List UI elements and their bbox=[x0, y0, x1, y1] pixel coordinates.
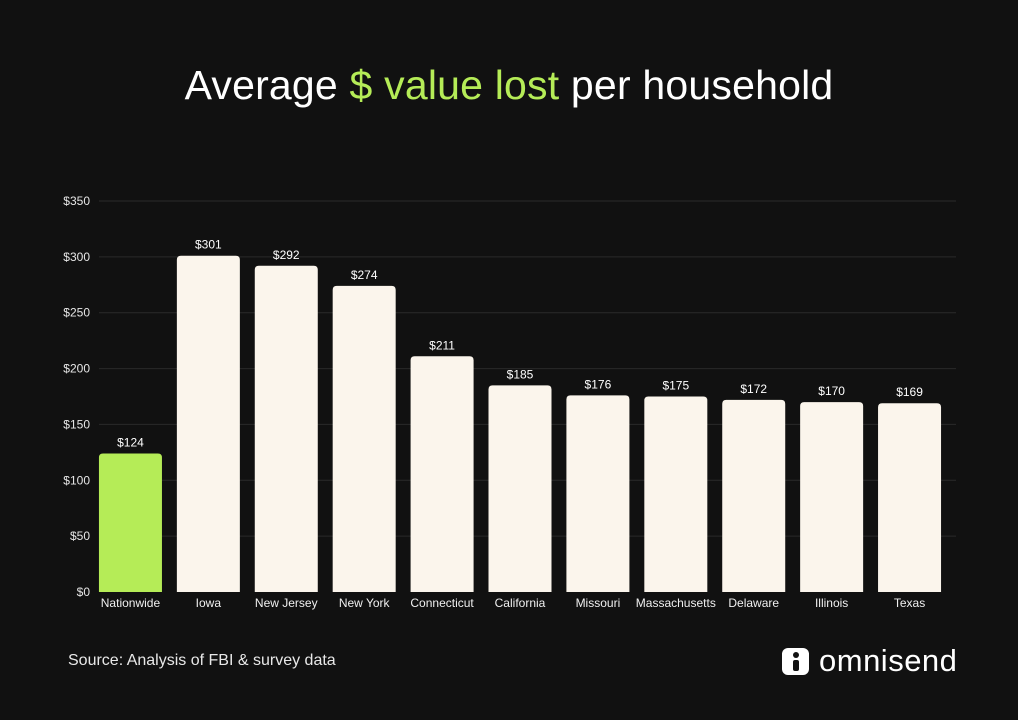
data-label: $292 bbox=[273, 248, 300, 262]
bar bbox=[98, 453, 162, 592]
bar bbox=[488, 385, 552, 592]
data-label: $175 bbox=[662, 379, 689, 393]
bar bbox=[566, 395, 630, 592]
bar bbox=[644, 396, 708, 592]
title-prefix: Average bbox=[184, 62, 350, 108]
data-label: $301 bbox=[195, 238, 222, 252]
x-tick-label: Nationwide bbox=[101, 596, 161, 610]
bar-chart: $0 $50 $100 $150 $200 $250 $300 $350 $124 Nationw… bbox=[63, 194, 956, 610]
y-tick-label: $200 bbox=[63, 362, 90, 376]
bar bbox=[800, 402, 864, 592]
source-note: Source: Analysis of FBI & survey data bbox=[68, 652, 336, 669]
y-tick-label: $0 bbox=[77, 585, 91, 599]
y-tick-label: $50 bbox=[70, 529, 90, 543]
data-label: $170 bbox=[818, 384, 845, 398]
omnisend-logo-icon bbox=[782, 647, 809, 675]
bar bbox=[410, 356, 474, 592]
data-label: $274 bbox=[351, 268, 378, 282]
title-highlight: $ value lost bbox=[349, 62, 560, 108]
bar bbox=[254, 265, 318, 592]
x-tick-label: Massachusetts bbox=[636, 596, 716, 610]
x-tick-label: California bbox=[495, 596, 546, 610]
bar bbox=[722, 399, 786, 592]
chart-title: Average $ value lost per household bbox=[0, 62, 1018, 109]
data-label: $169 bbox=[896, 385, 923, 399]
bar bbox=[176, 255, 240, 593]
x-tick-label: New Jersey bbox=[255, 596, 318, 610]
bar bbox=[332, 285, 396, 592]
y-tick-label: $350 bbox=[63, 194, 90, 208]
data-label: $172 bbox=[740, 382, 767, 396]
brand-name: omnisend bbox=[819, 643, 958, 678]
x-tick-label: Iowa bbox=[196, 596, 222, 610]
x-tick-label: Connecticut bbox=[410, 596, 474, 610]
y-tick-label: $150 bbox=[63, 417, 90, 431]
data-label: $185 bbox=[507, 367, 534, 381]
data-label: $211 bbox=[429, 338, 455, 352]
title-suffix: per household bbox=[559, 62, 834, 108]
data-label: $124 bbox=[117, 435, 144, 449]
y-tick-label: $100 bbox=[63, 473, 90, 487]
x-tick-label: Illinois bbox=[815, 596, 848, 610]
x-tick-label: Missouri bbox=[576, 596, 621, 610]
x-tick-label: New York bbox=[339, 596, 391, 610]
x-tick-label: Delaware bbox=[728, 596, 779, 610]
bar bbox=[878, 403, 942, 592]
y-tick-label: $250 bbox=[63, 306, 90, 320]
x-tick-label: Texas bbox=[894, 596, 925, 610]
y-tick-label: $300 bbox=[63, 250, 90, 264]
data-label: $176 bbox=[585, 377, 612, 391]
brand-logo: omnisend bbox=[782, 645, 957, 677]
